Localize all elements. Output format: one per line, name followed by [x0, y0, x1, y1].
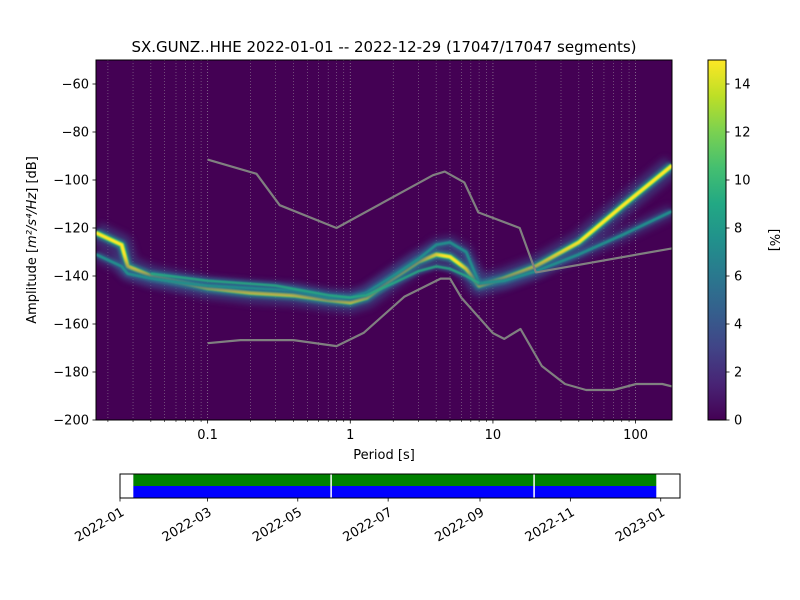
y-tick-label: −120 [53, 222, 89, 237]
x-tick-label: 10 [485, 428, 502, 443]
colorbar-tick-label: 8 [734, 222, 742, 237]
timeline-tick-label: 2023-01 [613, 505, 668, 545]
y-tick-label: −160 [53, 318, 89, 333]
colorbar-tick-label: 2 [734, 366, 742, 381]
x-axis-label: Period [s] [353, 448, 415, 463]
y-tick-label: −60 [62, 78, 89, 93]
colorbar: 0 2 4 6 8 10 12 14 [%] [707, 59, 781, 429]
x-axis: 0.1 1 10 100 [107, 420, 648, 443]
density-ridges [96, 157, 672, 314]
x-tick-label: 1 [346, 428, 354, 443]
timeline-tick-label: 2022-11 [523, 505, 578, 545]
y-tick-label: −200 [53, 414, 89, 429]
noise-models [207, 158, 672, 392]
y-tick-label: −100 [53, 174, 89, 189]
colorbar-ticks: 0 2 4 6 8 10 12 14 [726, 78, 751, 429]
coverage-timeline: 2022-01 2022-03 2022-05 2022-07 2022-09 2022-… [72, 473, 681, 545]
x-tick-label: 0.1 [197, 428, 218, 443]
y-axis: −60 −80 −100 −120 −140 −160 −180 −200 [53, 78, 96, 429]
timeline-tick-label: 2022-09 [432, 505, 487, 545]
timeline-segment [331, 486, 534, 498]
timeline-segment [133, 474, 331, 486]
colorbar-tick-label: 0 [734, 414, 742, 429]
colorbar-tick-label: 4 [734, 318, 742, 333]
timeline-segment [534, 486, 657, 498]
plot-frame [95, 59, 673, 421]
colorbar-tick-label: 6 [734, 270, 742, 285]
timeline-segment [534, 474, 657, 486]
timeline-tick-label: 2022-03 [160, 505, 215, 545]
timeline-frame [119, 473, 681, 499]
x-tick-label: 100 [623, 428, 648, 443]
timeline-tick-label: 2022-01 [72, 505, 127, 545]
chart-title: SX.GUNZ..HHE 2022-01-01 -- 2022-12-29 (1… [131, 38, 636, 56]
noise-model-nhnm [207, 158, 672, 274]
density-ridge-secondary [96, 210, 672, 299]
colorbar-tick-label: 14 [734, 78, 751, 93]
psd-plot: 0.1 1 10 100 −60 −80 −100 −120 −140 −160 −180 −200… [25, 59, 673, 463]
y-tick-label: −140 [53, 270, 89, 285]
noise-model-nlnm [207, 277, 672, 392]
colorbar-tick-label: 10 [734, 174, 751, 189]
timeline-segments [133, 474, 657, 498]
timeline-axis: 2022-01 2022-03 2022-05 2022-07 2022-09 2022-… [72, 498, 668, 545]
timeline-tick-label: 2022-07 [341, 505, 396, 545]
y-axis-label: Amplitude [m²/s⁴/Hz] [dB] [25, 156, 40, 324]
colorbar-label: [%] [766, 229, 781, 252]
colorbar-gradient [707, 59, 727, 421]
y-tick-label: −80 [62, 126, 89, 141]
y-tick-label: −180 [53, 366, 89, 381]
timeline-segment [133, 486, 331, 498]
density-ridge-tertiary [150, 265, 480, 299]
timeline-segment [331, 474, 534, 486]
timeline-tick-label: 2022-05 [250, 505, 305, 545]
colorbar-tick-label: 12 [734, 126, 751, 141]
